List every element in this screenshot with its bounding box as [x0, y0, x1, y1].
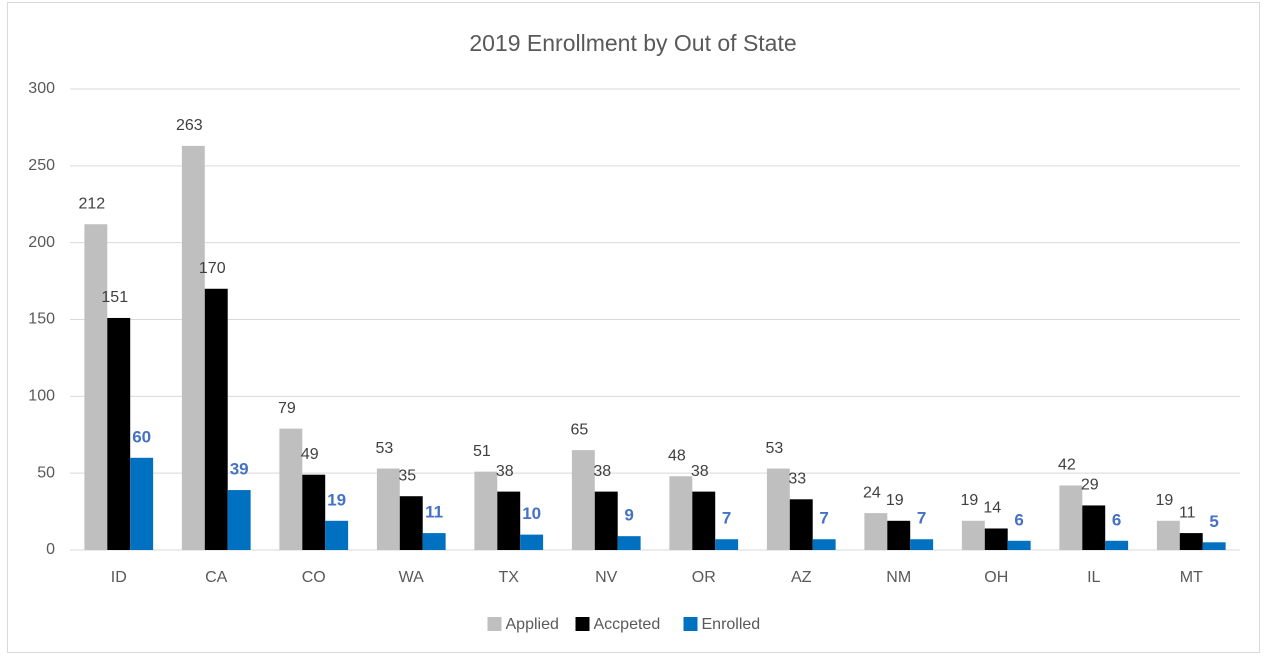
value-label: 19	[327, 490, 346, 509]
value-label: 79	[278, 400, 296, 417]
bar	[204, 288, 228, 550]
x-tick-label: OH	[984, 569, 1008, 586]
value-label: 24	[863, 484, 881, 501]
bar	[227, 490, 251, 550]
legend-swatch	[575, 617, 590, 631]
value-label: 39	[230, 460, 249, 479]
value-label: 53	[765, 440, 783, 457]
value-label: 53	[375, 440, 393, 457]
value-label: 6	[1112, 510, 1121, 529]
bar	[1156, 520, 1180, 550]
bar	[1105, 540, 1129, 550]
x-tick-label: OR	[692, 569, 716, 586]
bar	[864, 513, 888, 550]
bar	[376, 468, 400, 550]
legend-label: Applied	[506, 616, 559, 633]
bar	[520, 534, 544, 550]
bar	[130, 457, 154, 550]
value-label: 60	[132, 427, 151, 446]
value-label: 151	[101, 289, 128, 306]
legend-swatch	[487, 617, 502, 631]
value-label: 7	[819, 509, 828, 528]
value-label: 35	[398, 467, 416, 484]
bar	[1082, 505, 1106, 550]
bar	[910, 539, 934, 550]
bar	[181, 145, 205, 550]
x-tick-label: MT	[1180, 569, 1203, 586]
y-tick-label: 150	[28, 311, 55, 328]
value-label: 48	[668, 447, 686, 464]
value-label: 38	[691, 463, 709, 480]
value-label: 7	[722, 509, 731, 528]
x-tick-label: ID	[111, 569, 127, 586]
y-tick-label: 200	[28, 234, 55, 251]
bar	[107, 317, 131, 550]
value-label: 42	[1058, 457, 1076, 474]
value-label: 10	[522, 504, 541, 523]
x-tick-label: CA	[205, 569, 228, 586]
bar	[279, 428, 303, 550]
value-label: 14	[983, 500, 1001, 517]
x-tick-label: CO	[302, 569, 326, 586]
bar	[594, 491, 618, 550]
x-tick-label: WA	[399, 569, 425, 586]
bar	[302, 474, 326, 550]
x-tick-label: NM	[886, 569, 911, 586]
value-label: 5	[1209, 512, 1218, 531]
legend-swatch	[683, 617, 698, 631]
bar	[715, 539, 739, 550]
bar	[422, 533, 446, 550]
bar	[812, 539, 836, 550]
legend-label: Accpeted	[594, 616, 661, 633]
value-label: 29	[1081, 477, 1099, 494]
bar	[887, 520, 911, 550]
value-label: 19	[960, 492, 978, 509]
value-label: 51	[473, 443, 491, 460]
bar	[669, 476, 693, 550]
bar	[1179, 533, 1203, 550]
bar	[571, 450, 595, 550]
y-tick-label: 300	[28, 80, 55, 97]
bar	[84, 224, 108, 550]
y-tick-label: 250	[28, 157, 55, 174]
value-label: 11	[425, 503, 443, 522]
bar	[1007, 540, 1031, 550]
value-label: 33	[788, 471, 806, 488]
bar	[692, 491, 716, 550]
value-label: 38	[593, 463, 611, 480]
bar	[766, 468, 790, 550]
bar	[399, 496, 423, 550]
value-label: 49	[301, 446, 319, 463]
value-label: 19	[886, 492, 904, 509]
bar	[961, 520, 985, 550]
x-tick-label: AZ	[791, 569, 812, 586]
value-label: 65	[570, 421, 588, 438]
bar	[325, 520, 349, 550]
value-label: 212	[78, 195, 105, 212]
bar	[474, 471, 498, 550]
value-label: 11	[1179, 504, 1196, 521]
value-label: 19	[1155, 492, 1173, 509]
value-label: 263	[176, 117, 203, 134]
chart-title: 2019 Enrollment by Out of State	[469, 30, 796, 56]
bar	[497, 491, 521, 550]
value-label: 38	[496, 463, 514, 480]
y-tick-label: 100	[28, 388, 55, 405]
bar	[789, 499, 813, 550]
bar	[1059, 485, 1083, 550]
value-label: 9	[624, 506, 633, 525]
y-tick-label: 0	[46, 541, 55, 558]
bar	[617, 536, 641, 550]
value-label: 6	[1014, 510, 1023, 529]
x-tick-label: NV	[595, 569, 618, 586]
value-label: 7	[917, 509, 926, 528]
legend-label: Enrolled	[702, 616, 761, 633]
y-tick-label: 50	[37, 464, 55, 481]
bar	[1202, 542, 1226, 550]
bar	[984, 528, 1008, 550]
x-tick-label: IL	[1087, 569, 1100, 586]
x-tick-label: TX	[499, 569, 520, 586]
value-label: 170	[199, 260, 226, 277]
